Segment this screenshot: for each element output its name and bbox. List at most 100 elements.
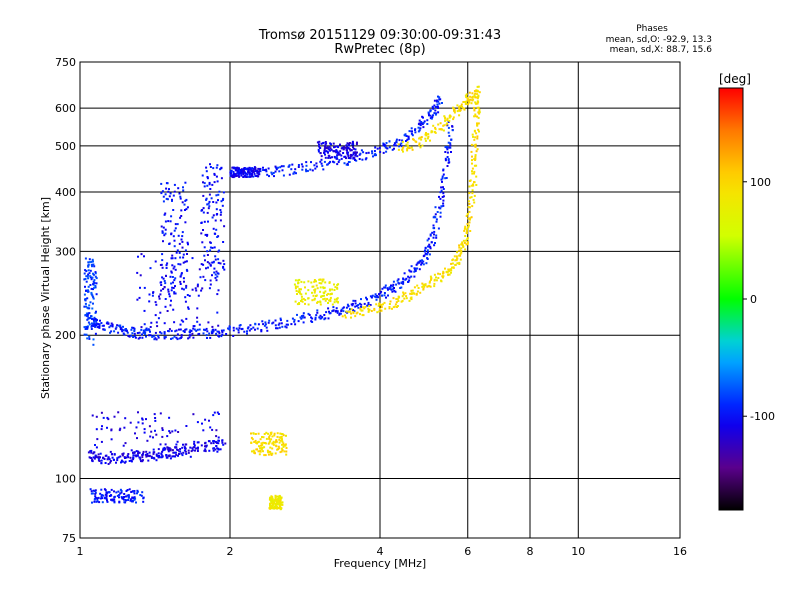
echo-point xyxy=(272,321,275,324)
echo-point xyxy=(334,156,337,159)
echo-point xyxy=(232,329,235,332)
echo-point xyxy=(84,257,87,260)
echo-point xyxy=(476,100,479,103)
echo-point xyxy=(163,336,166,339)
echo-point xyxy=(204,329,207,332)
echo-point xyxy=(120,496,123,498)
echo-point xyxy=(160,452,163,455)
echo-point xyxy=(148,455,151,458)
echo-point xyxy=(118,496,120,499)
echo-point xyxy=(318,145,321,148)
echo-point xyxy=(450,269,453,272)
echo-point xyxy=(325,150,328,153)
echo-point xyxy=(471,205,474,208)
echo-point xyxy=(471,170,473,173)
echo-point xyxy=(92,324,95,327)
echo-point xyxy=(449,144,452,147)
echo-point xyxy=(413,270,416,273)
echo-point xyxy=(274,504,277,507)
echo-point xyxy=(228,327,230,330)
echo-point xyxy=(436,211,439,213)
echo-point xyxy=(120,461,122,464)
echo-point xyxy=(424,246,427,249)
echo-point xyxy=(256,170,259,173)
echo-point xyxy=(466,228,468,231)
echo-point xyxy=(96,319,98,322)
echo-point xyxy=(474,92,477,95)
echo-point xyxy=(215,166,218,169)
echo-point xyxy=(441,180,443,183)
echo-point xyxy=(146,453,149,455)
echo-point xyxy=(211,183,214,186)
echo-point xyxy=(180,272,183,275)
echo-point xyxy=(277,502,280,505)
echo-point xyxy=(313,280,316,283)
echo-point xyxy=(95,446,98,449)
echo-point xyxy=(294,279,297,282)
echo-point xyxy=(332,160,334,163)
echo-point xyxy=(160,192,163,195)
echo-point xyxy=(181,231,184,234)
echo-point xyxy=(433,233,435,236)
echo-point xyxy=(476,106,479,109)
echo-point xyxy=(313,164,316,167)
echo-point xyxy=(143,286,146,289)
echo-point xyxy=(98,326,101,329)
echo-point xyxy=(91,324,93,327)
echo-point xyxy=(168,295,171,298)
echo-point xyxy=(165,456,168,459)
echo-point xyxy=(107,456,110,459)
echo-point xyxy=(242,170,245,173)
echo-point xyxy=(420,138,423,141)
echo-point xyxy=(216,275,219,278)
echo-point xyxy=(87,265,90,268)
echo-point xyxy=(264,169,266,172)
echo-point xyxy=(339,143,341,146)
echo-point xyxy=(219,168,222,171)
echo-point xyxy=(397,300,400,302)
echo-point xyxy=(319,152,322,155)
echo-point xyxy=(451,262,454,265)
echo-point xyxy=(279,503,282,506)
echo-point xyxy=(261,446,264,449)
echo-point xyxy=(291,163,294,166)
echo-point xyxy=(430,131,433,134)
echo-point xyxy=(124,495,127,498)
echo-point xyxy=(327,292,330,295)
echo-point xyxy=(218,335,220,338)
echo-point xyxy=(261,436,263,438)
echo-point xyxy=(452,266,455,269)
echo-point xyxy=(208,200,211,203)
echo-point xyxy=(209,163,211,166)
echo-point xyxy=(94,495,97,498)
echo-point xyxy=(139,274,142,277)
echo-point xyxy=(135,501,137,504)
echo-point xyxy=(341,146,344,149)
echo-point xyxy=(132,456,135,459)
echo-point xyxy=(100,322,103,324)
echo-point xyxy=(157,336,160,339)
echo-point xyxy=(160,332,163,335)
echo-point xyxy=(161,429,164,431)
echo-point xyxy=(300,293,303,296)
echo-point xyxy=(326,293,328,296)
echo-point xyxy=(432,224,435,227)
echo-point xyxy=(262,169,265,171)
echo-point xyxy=(378,293,381,296)
echo-point xyxy=(307,303,310,306)
echo-point xyxy=(401,281,404,284)
echo-point xyxy=(268,319,271,322)
echo-point xyxy=(319,286,322,289)
echo-point xyxy=(167,330,170,333)
echo-point xyxy=(427,135,430,138)
echo-point xyxy=(218,249,221,252)
y-tick-label: 100 xyxy=(55,473,76,486)
echo-point xyxy=(216,236,219,238)
echo-point xyxy=(294,323,297,326)
echo-point xyxy=(213,271,216,274)
echo-point xyxy=(328,289,331,292)
echo-point xyxy=(395,298,398,301)
echo-point xyxy=(410,146,413,149)
echo-point xyxy=(324,317,327,320)
echo-point xyxy=(428,253,431,256)
